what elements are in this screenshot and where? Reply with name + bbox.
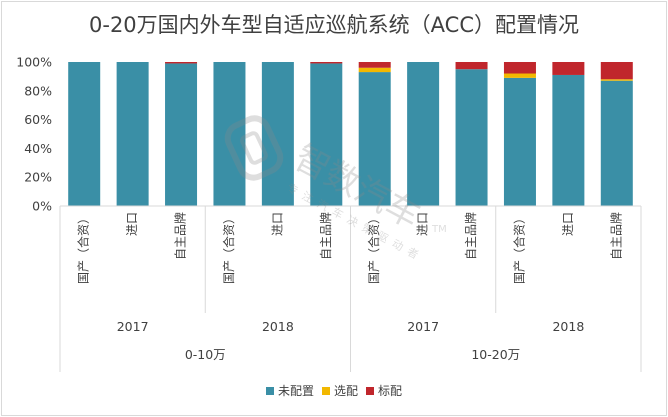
x-category-label: 自主品牌 xyxy=(464,212,478,260)
x-category-label: 进口 xyxy=(561,212,575,236)
bar-segment-1 xyxy=(358,72,391,206)
watermark-tm: TM xyxy=(431,224,447,235)
bar-segment-2 xyxy=(503,73,536,78)
chart-legend: 未配置 选配 标配 xyxy=(0,382,668,399)
y-tick-label: 40% xyxy=(24,141,52,156)
y-tick-label: 100% xyxy=(16,55,52,70)
legend-label: 未配置 xyxy=(277,384,314,398)
bar-segment-1 xyxy=(213,62,246,206)
x-category-label: 国产（合资） xyxy=(511,212,526,284)
bar-segment-1 xyxy=(552,74,585,207)
bar-segment-3 xyxy=(600,62,633,80)
x-category-label: 自主品牌 xyxy=(609,212,623,260)
chart-title: 0-20万国内外车型自适应巡航系统（ACC）配置情况 xyxy=(89,13,579,37)
bar-segment-3 xyxy=(310,62,343,64)
y-tick-label: 60% xyxy=(24,112,52,127)
legend-label: 标配 xyxy=(378,384,403,398)
bar-segment-3 xyxy=(358,62,391,68)
bar-segment-3 xyxy=(455,62,488,70)
bar-segment-2 xyxy=(600,79,633,81)
legend-swatch xyxy=(321,387,330,395)
legend-item: 标配 xyxy=(366,382,402,399)
x-year-label: 2017 xyxy=(407,319,439,334)
bar-segment-1 xyxy=(310,63,343,206)
x-category-label: 自主品牌 xyxy=(319,212,333,260)
x-category-label: 进口 xyxy=(416,212,430,236)
x-category-label: 进口 xyxy=(125,212,139,236)
legend-item: 未配置 xyxy=(265,382,314,399)
x-year-label: 2018 xyxy=(552,319,584,334)
x-year-label: 2018 xyxy=(262,319,294,334)
x-price-group-label: 0-10万 xyxy=(185,347,226,362)
x-category-label: 进口 xyxy=(270,212,284,236)
bar-segment-1 xyxy=(503,77,536,206)
bar-segment-1 xyxy=(165,63,198,206)
bar-segment-1 xyxy=(261,62,294,206)
y-tick-label: 0% xyxy=(32,199,52,214)
legend-label: 选配 xyxy=(333,384,358,398)
x-category-label: 国产（合资） xyxy=(221,212,236,284)
bar-segment-2 xyxy=(358,67,391,73)
bar-segment-3 xyxy=(503,62,536,74)
bar-segment-3 xyxy=(552,62,585,75)
bar-segment-3 xyxy=(165,62,198,64)
x-price-group-label: 10-20万 xyxy=(471,347,520,362)
y-tick-label: 20% xyxy=(24,170,52,185)
x-category-label: 自主品牌 xyxy=(174,212,188,260)
legend-item: 选配 xyxy=(321,382,358,399)
bar-segment-1 xyxy=(68,62,101,206)
legend-swatch xyxy=(366,387,374,395)
legend-swatch xyxy=(265,387,274,395)
y-tick-label: 80% xyxy=(24,83,52,98)
x-year-label: 2017 xyxy=(117,319,149,334)
bar-segment-1 xyxy=(407,62,440,206)
x-category-label: 国产（合资） xyxy=(76,212,91,284)
bar-segment-1 xyxy=(600,80,633,206)
bar-segment-1 xyxy=(116,62,149,206)
bar-segment-1 xyxy=(455,69,488,206)
x-category-label: 国产（合资） xyxy=(366,212,381,284)
